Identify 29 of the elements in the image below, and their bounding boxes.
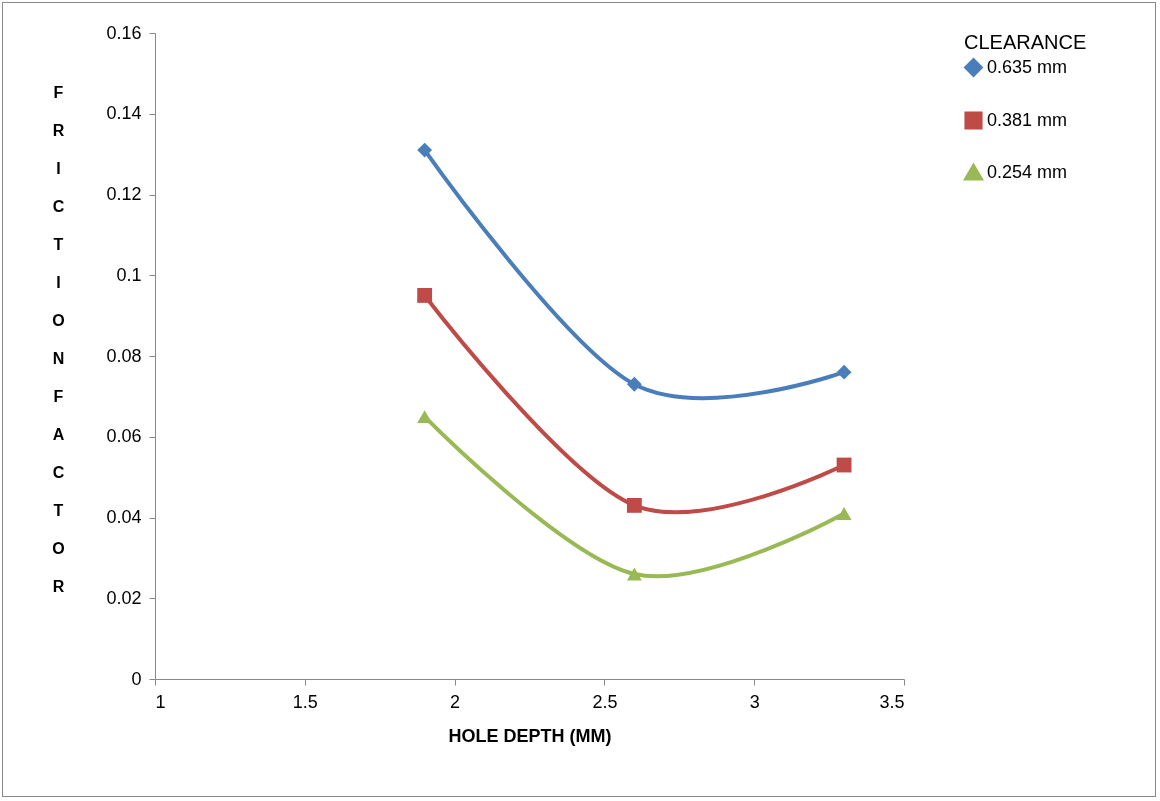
point [836,364,852,380]
x-axis-title: HOLE DEPTH (MM) [448,725,612,746]
x-tick-label: 2.5 [592,691,618,712]
point [626,567,642,581]
point [417,142,433,158]
y-tick-label: 0.06 [106,426,142,447]
point [836,507,852,520]
y-tick-label: 0.08 [106,345,142,366]
point [417,410,433,423]
point [626,497,642,513]
x-tick-label: 2 [450,691,461,712]
legend-label: 0.254 mm [987,161,1068,182]
point [417,288,433,303]
y-tick-label: 0.04 [106,507,142,527]
text: FRICTION FACTOR [52,83,65,595]
point [626,376,642,392]
legend-label: 0.635 mm [987,56,1068,77]
legend-label: 0.381 mm [987,109,1068,130]
y-tick-label: 0 [131,668,142,689]
legend-title: CLEARANCE [964,31,1087,53]
y-tick-label: 0.02 [106,587,142,608]
x-tick-label: 1 [155,691,166,712]
y-tick-label: 0.1 [116,264,142,285]
y-tick-label: 0.14 [106,103,142,124]
y-tick-label: 0.16 [106,22,142,43]
x-tick-label: 3.5 [879,691,905,712]
x-tick-label: 3 [749,691,760,712]
y-tick-label: 0.12 [106,184,142,204]
x-tick-label: 1.5 [292,691,318,712]
